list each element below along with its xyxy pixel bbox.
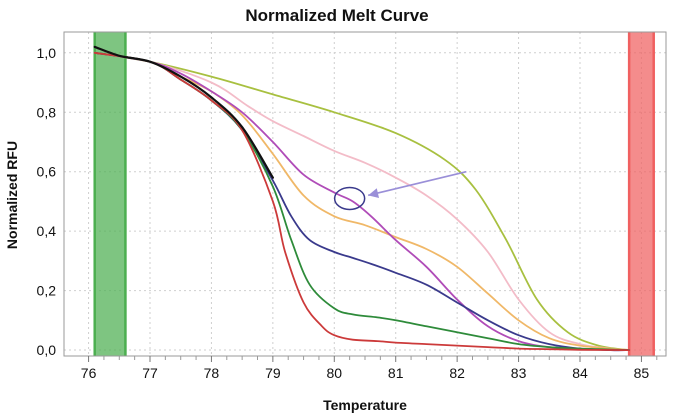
grid — [64, 32, 666, 356]
series-line-3 — [93, 51, 630, 351]
series-line-7 — [93, 51, 630, 351]
melt-region-start — [94, 32, 126, 356]
x-tick-label: 76 — [81, 365, 97, 381]
y-tick-label: 1,0 — [37, 45, 57, 61]
annotation-arrow-head — [368, 188, 380, 198]
melt-region-end — [629, 32, 654, 356]
series-line-1 — [93, 51, 630, 351]
x-tick-label: 84 — [572, 365, 588, 381]
series-lines — [93, 45, 630, 352]
x-tick-label: 78 — [204, 365, 220, 381]
series-line-4 — [93, 51, 630, 352]
x-tick-label: 77 — [142, 365, 158, 381]
y-tick-label: 0,4 — [37, 223, 57, 239]
x-tick-label: 80 — [326, 365, 342, 381]
x-tick-label: 79 — [265, 365, 281, 381]
y-tick-label: 0,0 — [37, 342, 57, 358]
plot-frame — [63, 31, 667, 357]
x-tick-labels: 76 77 78 79 80 81 82 83 84 85 — [81, 356, 658, 381]
x-tick-label: 83 — [511, 365, 527, 381]
y-tick-labels: 0,0 0,2 0,4 0,6 0,8 1,0 — [37, 45, 57, 358]
series-line-2 — [93, 51, 630, 351]
y-tick-label: 0,6 — [37, 164, 57, 180]
series-line-6 — [93, 51, 630, 351]
y-axis-label: Normalized RFU — [4, 141, 20, 249]
chart-title: Normalized Melt Curve — [245, 6, 428, 25]
x-tick-label: 81 — [388, 365, 404, 381]
series-line-5 — [93, 51, 630, 352]
annotation-arrow-line — [367, 170, 467, 197]
x-axis-label: Temperature — [323, 397, 407, 413]
annotation — [333, 170, 467, 211]
melt-regions — [93, 32, 655, 356]
series-line-8 — [93, 45, 274, 179]
y-tick-label: 0,2 — [37, 283, 57, 299]
annotation-circle — [333, 186, 366, 211]
x-tick-label: 85 — [634, 365, 650, 381]
y-tick-label: 0,8 — [37, 104, 57, 120]
x-tick-label: 82 — [449, 365, 465, 381]
